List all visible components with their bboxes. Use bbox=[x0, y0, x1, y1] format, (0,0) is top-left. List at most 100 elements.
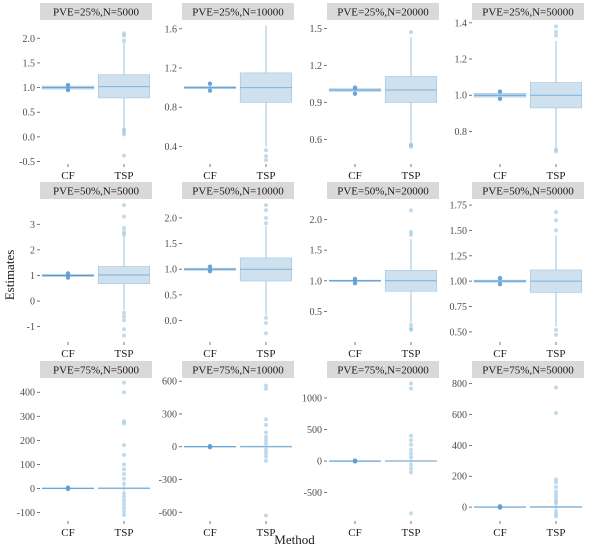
panel-title: PVE=25%,N=10000 bbox=[192, 7, 284, 19]
tsp-outlier-point bbox=[409, 466, 413, 471]
panel-title: PVE=75%,N=50000 bbox=[482, 365, 574, 377]
tsp-outlier-point bbox=[264, 438, 268, 443]
panel-title: PVE=50%,N=50000 bbox=[482, 186, 574, 198]
x-tick-label: CF bbox=[61, 527, 74, 539]
tsp-outlier-point bbox=[409, 381, 413, 386]
cf-outlier-point bbox=[497, 89, 503, 94]
tsp-outlier-point bbox=[122, 380, 126, 385]
cf-outlier-point bbox=[497, 504, 503, 509]
tsp-outlier-point bbox=[554, 514, 558, 519]
y-tick-label: 400 bbox=[20, 388, 35, 399]
tsp-outlier-point bbox=[409, 232, 413, 237]
y-tick-label: 0.8 bbox=[165, 103, 178, 114]
cf-outlier-point bbox=[352, 85, 358, 90]
x-tick-label: TSP bbox=[257, 170, 276, 182]
y-tick-label: 1.00 bbox=[450, 277, 468, 288]
tsp-outlier-point bbox=[554, 498, 558, 503]
tsp-outlier-point bbox=[554, 477, 558, 482]
y-tick-label: 1.4 bbox=[455, 18, 468, 29]
tsp-box bbox=[384, 76, 438, 103]
panel-strip bbox=[40, 3, 152, 20]
x-tick-label: CF bbox=[348, 527, 361, 539]
panel-strip bbox=[472, 3, 584, 20]
panel-strip bbox=[472, 182, 584, 199]
tsp-outlier-point bbox=[264, 513, 268, 518]
x-tick-label: CF bbox=[203, 348, 216, 360]
panel-strip bbox=[327, 361, 439, 378]
tsp-outlier-point bbox=[122, 314, 126, 319]
tsp-outlier-point bbox=[264, 430, 268, 435]
x-tick-label: TSP bbox=[402, 170, 421, 182]
x-tick-label: TSP bbox=[257, 527, 276, 539]
tsp-outlier-point bbox=[122, 31, 126, 36]
x-tick-label: CF bbox=[61, 170, 74, 182]
tsp-outlier-point bbox=[264, 148, 268, 153]
panel-strip bbox=[472, 361, 584, 378]
tsp-outlier-point bbox=[122, 505, 126, 510]
x-tick-label: CF bbox=[61, 348, 74, 360]
tsp-outlier-point bbox=[409, 433, 413, 438]
y-tick-label: -100 bbox=[17, 508, 35, 519]
tsp-outlier-point bbox=[409, 30, 413, 35]
tsp-outlier-point bbox=[122, 502, 126, 507]
y-tick-label: 1.0 bbox=[310, 276, 323, 287]
x-tick-label: CF bbox=[203, 170, 216, 182]
cf-outlier-point bbox=[65, 82, 71, 88]
y-tick-label: 600 bbox=[452, 410, 467, 421]
tsp-outlier-point bbox=[122, 226, 126, 231]
x-tick-label: CF bbox=[493, 348, 506, 360]
tsp-outlier-point bbox=[122, 419, 126, 424]
panel-title: PVE=75%,N=10000 bbox=[192, 365, 284, 377]
tsp-outlier-point bbox=[264, 448, 268, 452]
tsp-outlier-point bbox=[264, 221, 268, 226]
tsp-outlier-point bbox=[554, 480, 558, 485]
tsp-outlier-point bbox=[409, 327, 413, 332]
y-tick-label: 0 bbox=[30, 297, 35, 308]
tsp-outlier-point bbox=[264, 417, 268, 422]
y-tick-label: 500 bbox=[307, 425, 322, 436]
tsp-outlier-point bbox=[409, 144, 413, 149]
panel-strip bbox=[327, 3, 439, 20]
panel-title: PVE=50%,N=20000 bbox=[337, 186, 429, 198]
cf-outlier-point bbox=[65, 275, 71, 280]
x-tick-label: CF bbox=[493, 527, 506, 539]
y-tick-label: 1.5 bbox=[310, 24, 323, 35]
y-tick-label: 2 bbox=[30, 245, 35, 256]
tsp-outlier-point bbox=[554, 228, 558, 233]
tsp-outlier-point bbox=[554, 489, 558, 494]
y-tick-label: 0 bbox=[462, 503, 467, 514]
y-tick-label: 300 bbox=[162, 409, 177, 420]
x-tick-label: TSP bbox=[115, 527, 134, 539]
tsp-outlier-point bbox=[264, 154, 268, 159]
cf-outlier-point bbox=[207, 264, 213, 269]
y-tick-label: 1.2 bbox=[455, 55, 468, 66]
x-tick-label: TSP bbox=[115, 170, 134, 182]
tsp-outlier-point bbox=[264, 158, 268, 163]
y-tick-label: 1.0 bbox=[165, 265, 178, 276]
cf-outlier-point bbox=[352, 91, 358, 96]
y-axis-label: Estimates bbox=[2, 249, 17, 300]
tsp-outlier-point bbox=[122, 310, 126, 315]
panel-strip bbox=[40, 182, 152, 199]
tsp-outlier-point bbox=[409, 208, 413, 213]
x-tick-label: TSP bbox=[257, 348, 276, 360]
x-tick-label: TSP bbox=[547, 348, 566, 360]
tsp-outlier-point bbox=[264, 454, 268, 459]
y-tick-label: 3 bbox=[30, 220, 35, 231]
cf-outlier-point bbox=[352, 276, 358, 282]
y-tick-label: 1.0 bbox=[23, 83, 36, 94]
tsp-outlier-point bbox=[554, 410, 558, 415]
tsp-outlier-point bbox=[122, 462, 126, 467]
x-tick-label: CF bbox=[348, 170, 361, 182]
y-tick-label: 2.0 bbox=[165, 213, 178, 224]
panel-title: PVE=25%,N=50000 bbox=[482, 7, 574, 19]
tsp-outlier-point bbox=[122, 472, 126, 477]
y-tick-label: -1 bbox=[27, 322, 35, 333]
tsp-outlier-point bbox=[122, 327, 126, 332]
tsp-outlier-point bbox=[554, 495, 558, 500]
tsp-outlier-point bbox=[122, 467, 126, 472]
tsp-outlier-point bbox=[554, 149, 558, 154]
cf-outlier-point bbox=[65, 271, 71, 276]
